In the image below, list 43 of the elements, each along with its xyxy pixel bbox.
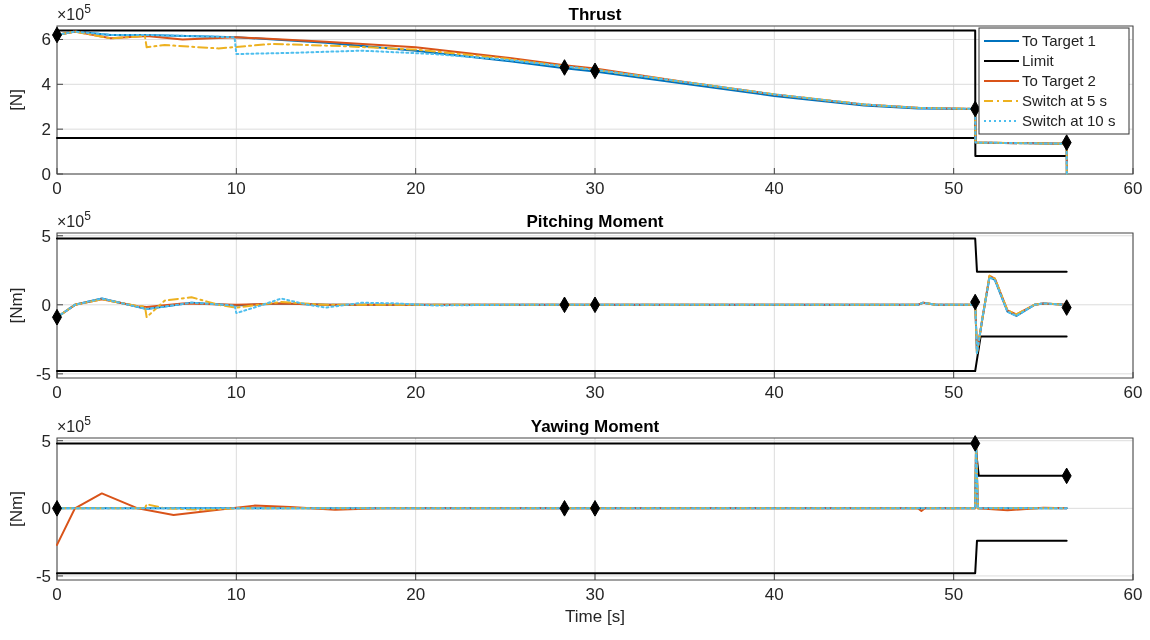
x-tick-label: 40 bbox=[764, 585, 784, 604]
x-tick-label: 60 bbox=[1123, 179, 1143, 198]
y-tick-label: 4 bbox=[41, 75, 51, 95]
x-tick-label: 10 bbox=[226, 585, 246, 604]
legend-label: To Target 1 bbox=[1022, 32, 1096, 49]
x-tick-label: 20 bbox=[406, 585, 426, 604]
x-tick-label: 10 bbox=[226, 179, 246, 198]
chart-title: Pitching Moment bbox=[526, 212, 664, 231]
x-tick-label: 40 bbox=[764, 179, 784, 198]
legend-label: Limit bbox=[1022, 52, 1055, 69]
x-tick-label: 60 bbox=[1123, 585, 1143, 604]
x-tick-label: 50 bbox=[944, 585, 964, 604]
y-tick-label: 0 bbox=[41, 295, 51, 315]
y-tick-label: 5 bbox=[41, 431, 51, 451]
text: ×10$^{5}$ bbox=[57, 209, 92, 230]
x-tick-label: 60 bbox=[1123, 383, 1143, 402]
y-tick-label: -5 bbox=[35, 364, 51, 384]
x-tick-label: 50 bbox=[944, 179, 964, 198]
chart-title: Thrust bbox=[568, 5, 622, 24]
x-axis-title: Time [s] bbox=[565, 607, 625, 626]
y-tick-label: 2 bbox=[41, 120, 51, 140]
y-axis-title: [Nm] bbox=[7, 287, 26, 324]
x-tick-label: 30 bbox=[585, 585, 605, 604]
text: ×10$^{5}$ bbox=[57, 2, 92, 23]
legend-label: Switch at 5 s bbox=[1022, 92, 1108, 109]
x-tick-label: 50 bbox=[944, 383, 964, 402]
x-tick-label: 20 bbox=[406, 383, 426, 402]
x-tick-label: 10 bbox=[226, 383, 246, 402]
x-tick-label: 40 bbox=[764, 383, 784, 402]
y-tick-label: -5 bbox=[35, 566, 51, 586]
x-tick-label: 30 bbox=[585, 383, 605, 402]
y-tick-label: 6 bbox=[41, 30, 51, 50]
y-tick-label: 5 bbox=[41, 226, 51, 246]
y-axis-title: [Nm] bbox=[7, 491, 26, 527]
x-tick-label: 20 bbox=[406, 179, 426, 198]
x-tick-label: 30 bbox=[585, 179, 605, 198]
y-tick-label: 0 bbox=[41, 165, 51, 184]
legend-label: To Target 2 bbox=[1022, 72, 1096, 89]
legend-label: Switch at 10 s bbox=[1022, 112, 1116, 129]
text: ×10$^{5}$ bbox=[57, 414, 92, 435]
chart-title: Yawing Moment bbox=[530, 417, 660, 436]
y-tick-label: 0 bbox=[41, 499, 51, 519]
y-axis-title: [N] bbox=[7, 89, 26, 111]
